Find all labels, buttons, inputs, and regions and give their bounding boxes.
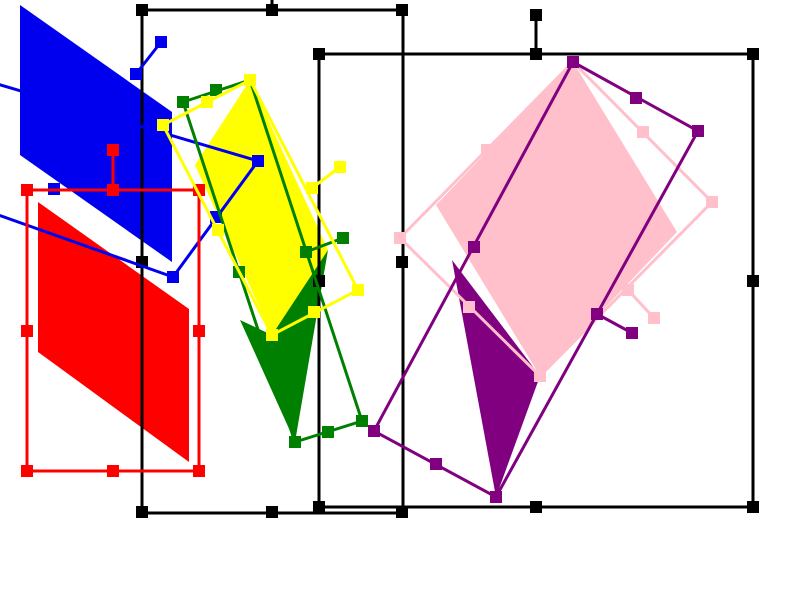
resize-handle[interactable] xyxy=(193,325,205,337)
resize-handle[interactable] xyxy=(308,306,320,318)
resize-handle[interactable] xyxy=(244,74,256,86)
resize-handle[interactable] xyxy=(534,370,546,382)
resize-handle[interactable] xyxy=(337,232,349,244)
resize-handle[interactable] xyxy=(322,426,334,438)
resize-handle[interactable] xyxy=(481,144,493,156)
resize-handle[interactable] xyxy=(266,329,278,341)
resize-handle[interactable] xyxy=(210,84,222,96)
resize-handle[interactable] xyxy=(155,36,167,48)
resize-handle[interactable] xyxy=(201,96,213,108)
resize-handle[interactable] xyxy=(747,501,759,513)
resize-handle[interactable] xyxy=(21,465,33,477)
purple-selection-handles xyxy=(368,56,704,503)
red-selection-handles xyxy=(21,144,205,477)
resize-handle[interactable] xyxy=(490,491,502,503)
resize-handle[interactable] xyxy=(177,96,189,108)
resize-handle[interactable] xyxy=(396,506,408,518)
purple-shape-selection[interactable] xyxy=(368,56,704,503)
resize-handle[interactable] xyxy=(356,415,368,427)
resize-handle[interactable] xyxy=(622,284,634,296)
resize-handle[interactable] xyxy=(193,465,205,477)
resize-handle[interactable] xyxy=(306,182,318,194)
pink-shape-selection[interactable] xyxy=(394,56,718,382)
resize-handle[interactable] xyxy=(289,436,301,448)
resize-handle[interactable] xyxy=(136,506,148,518)
resize-handle[interactable] xyxy=(21,325,33,337)
resize-handle[interactable] xyxy=(266,4,278,16)
resize-handle[interactable] xyxy=(300,246,312,258)
resize-handle[interactable] xyxy=(430,458,442,470)
resize-handle[interactable] xyxy=(530,501,542,513)
blue-parallelogram[interactable] xyxy=(20,5,172,262)
yellow-rhombus[interactable] xyxy=(195,80,328,335)
resize-handle[interactable] xyxy=(591,308,603,320)
resize-handle[interactable] xyxy=(530,48,542,60)
resize-handle[interactable] xyxy=(136,4,148,16)
resize-handle[interactable] xyxy=(252,155,264,167)
resize-handle[interactable] xyxy=(167,271,179,283)
resize-handle[interactable] xyxy=(648,312,660,324)
resize-handle[interactable] xyxy=(747,48,759,60)
resize-handle[interactable] xyxy=(706,196,718,208)
resize-handle[interactable] xyxy=(107,184,119,196)
resize-handle[interactable] xyxy=(266,506,278,518)
resize-handle[interactable] xyxy=(212,224,224,236)
resize-handle[interactable] xyxy=(692,125,704,137)
resize-handle[interactable] xyxy=(626,327,638,339)
resize-handle[interactable] xyxy=(107,144,119,156)
resize-handle[interactable] xyxy=(396,256,408,268)
green-triangle[interactable] xyxy=(240,250,328,442)
red-parallelogram[interactable] xyxy=(38,202,189,462)
resize-handle[interactable] xyxy=(394,232,406,244)
resize-handle[interactable] xyxy=(107,465,119,477)
resize-handle[interactable] xyxy=(630,92,642,104)
resize-handle[interactable] xyxy=(130,68,142,80)
yellow-shape-selection[interactable] xyxy=(157,74,364,341)
resize-handle[interactable] xyxy=(334,161,346,173)
resize-handle[interactable] xyxy=(313,48,325,60)
resize-handle[interactable] xyxy=(530,9,542,21)
resize-handle[interactable] xyxy=(396,4,408,16)
resize-handle[interactable] xyxy=(352,284,364,296)
resize-handle[interactable] xyxy=(637,126,649,138)
resize-handle[interactable] xyxy=(21,184,33,196)
pink-rhombus[interactable] xyxy=(436,62,677,376)
resize-handle[interactable] xyxy=(468,241,480,253)
resize-handle[interactable] xyxy=(368,425,380,437)
yellow-selection-handles xyxy=(157,74,364,341)
resize-handle[interactable] xyxy=(313,501,325,513)
red-shape-selection[interactable] xyxy=(21,144,205,477)
purple-triangle[interactable] xyxy=(452,260,540,497)
resize-handle[interactable] xyxy=(463,301,475,313)
resize-handle[interactable] xyxy=(567,56,579,68)
resize-handle[interactable] xyxy=(157,119,169,131)
resize-handle[interactable] xyxy=(747,275,759,287)
